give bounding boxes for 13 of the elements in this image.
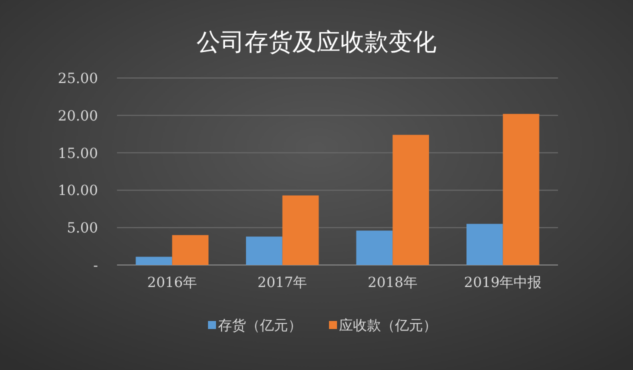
- y-tick-label: 20.00: [58, 108, 98, 124]
- legend-label: 应收款（亿元）: [339, 318, 437, 334]
- x-tick-label: 2016年: [147, 275, 197, 291]
- y-tick-label: 25.00: [58, 71, 98, 87]
- y-tick-label: 15.00: [58, 146, 98, 162]
- y-tick-label: 10.00: [58, 183, 98, 200]
- y-tick-label: -: [93, 258, 98, 274]
- x-tick-label: 2018年: [368, 275, 418, 291]
- chart-title: 公司存货及应收款变化: [196, 28, 436, 56]
- legend-label: 存货（亿元）: [218, 318, 302, 334]
- x-tick-label: 2017年: [258, 275, 308, 291]
- y-tick-label: 5.00: [66, 220, 98, 237]
- x-tick-label: 2019年中报: [464, 275, 542, 291]
